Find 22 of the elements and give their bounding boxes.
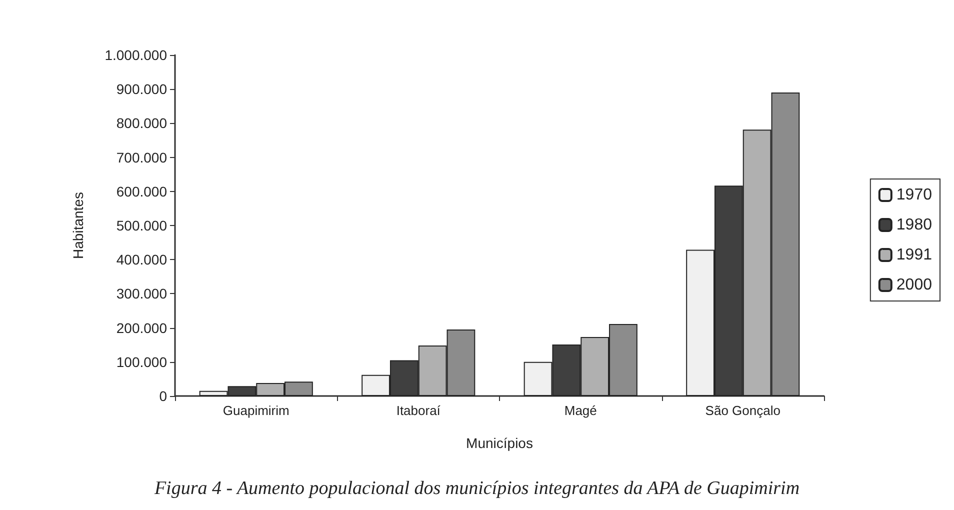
x-axis-title: Municípios [466, 435, 533, 451]
y-tick-label: 500.000 [116, 218, 168, 234]
legend-label: 2000 [896, 276, 932, 294]
y-tick-label: 100.000 [116, 354, 168, 370]
y-tick-label: 0 [159, 388, 168, 404]
y-tick-label: 900.000 [116, 81, 168, 98]
x-tick-label: Magé [564, 403, 597, 418]
y-tick-label: 300.000 [116, 286, 168, 302]
y-tick-label: 200.000 [116, 320, 168, 336]
y-tick-label: 1.000.000 [104, 47, 168, 63]
text: Figura 4 - Aumento populacional dos municípios integrantes da APA de Guapimirim [153, 478, 801, 500]
y-tick-label: 400.000 [116, 252, 168, 268]
x-tick-label: Guapimirim [222, 403, 290, 418]
y-tick-label: 800.000 [116, 115, 168, 132]
legend-label: 1980 [896, 216, 932, 234]
legend-label: 1970 [896, 186, 932, 204]
y-axis-title: Habitantes [70, 192, 86, 259]
y-tick-label: 600.000 [116, 183, 168, 200]
y-tick-label: 700.000 [116, 149, 168, 166]
x-tick-label: Itaboraí [396, 403, 441, 418]
x-tick-label: São Gonçalo [705, 403, 780, 418]
legend-label: 1991 [896, 246, 932, 264]
